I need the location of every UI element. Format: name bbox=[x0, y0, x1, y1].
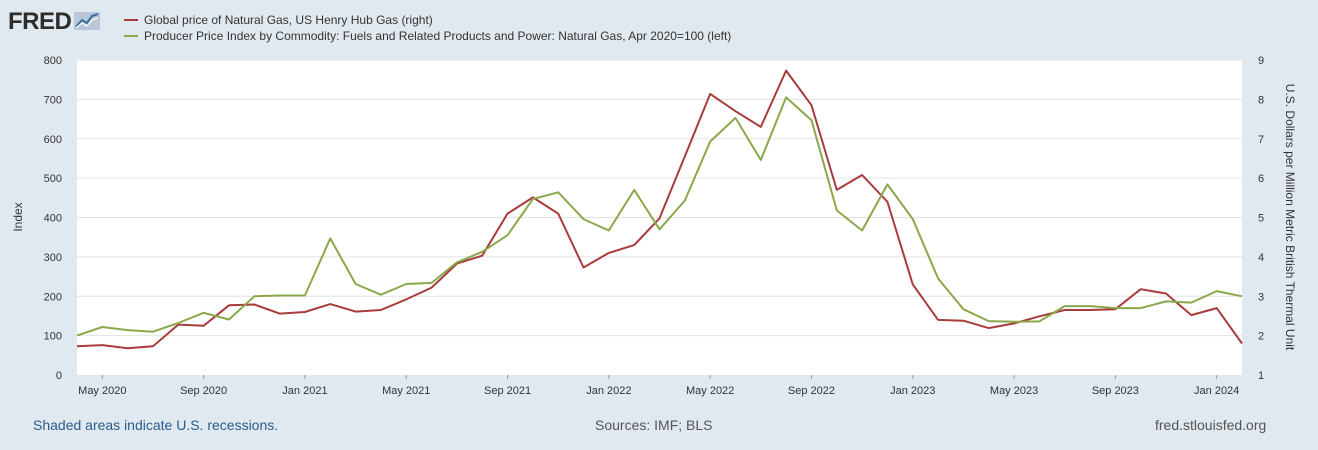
x-tick-label: Sep 2022 bbox=[788, 385, 835, 397]
x-tick-label: Sep 2021 bbox=[484, 385, 531, 397]
legend-item-henry-hub[interactable]: Global price of Natural Gas, US Henry Hu… bbox=[124, 12, 731, 28]
fred-logo[interactable]: FRED bbox=[8, 8, 101, 36]
y-left-tick-label: 0 bbox=[56, 370, 62, 382]
sources-text: Sources: IMF; BLS bbox=[595, 417, 713, 433]
y-right-tick-label: 5 bbox=[1258, 213, 1264, 225]
y-left-tick-label: 200 bbox=[44, 291, 62, 303]
x-tick-label: May 2022 bbox=[686, 385, 734, 397]
fred-chart-icon bbox=[74, 10, 101, 35]
recession-note-link[interactable]: Shaded areas indicate U.S. recessions. bbox=[33, 417, 279, 433]
x-tick-label: Jan 2024 bbox=[1194, 385, 1239, 397]
legend-label-henry-hub: Global price of Natural Gas, US Henry Hu… bbox=[144, 13, 433, 27]
series-line-ppi[interactable] bbox=[76, 96, 1243, 337]
y-axis-right: 1 2 3 4 5 6 7 8 9 bbox=[1258, 55, 1264, 382]
y-right-tick-label: 3 bbox=[1258, 291, 1264, 303]
site-url[interactable]: fred.stlouisfed.org bbox=[1155, 417, 1267, 433]
y-left-tick-label: 100 bbox=[44, 331, 62, 343]
x-tick-label: Sep 2020 bbox=[180, 385, 227, 397]
y-right-tick-label: 9 bbox=[1258, 55, 1264, 67]
legend-label-ppi: Producer Price Index by Commodity: Fuels… bbox=[144, 29, 732, 43]
x-tick-label: May 2020 bbox=[78, 385, 126, 397]
y-left-tick-label: 800 bbox=[44, 55, 62, 67]
series-line-henry-hub[interactable] bbox=[76, 69, 1243, 350]
x-axis: May 2020 Sep 2020 Jan 2021 May 2021 Sep 2021… bbox=[78, 375, 1239, 397]
y-right-tick-label: 6 bbox=[1258, 173, 1264, 185]
y-right-tick-label: 8 bbox=[1258, 94, 1264, 106]
legend-swatch-ppi bbox=[124, 35, 138, 37]
fred-logo-text: FRED bbox=[8, 8, 72, 35]
y-left-tick-label: 400 bbox=[44, 213, 62, 225]
y-left-tick-label: 600 bbox=[44, 134, 62, 146]
x-tick-label: Jan 2021 bbox=[282, 385, 327, 397]
chart-series bbox=[76, 69, 1243, 350]
x-tick-label: Sep 2023 bbox=[1092, 385, 1139, 397]
y-axis-right-label: U.S. Dollars per Million Metric British … bbox=[1283, 84, 1297, 351]
y-right-tick-label: 1 bbox=[1258, 370, 1264, 382]
legend-item-ppi[interactable]: Producer Price Index by Commodity: Fuels… bbox=[124, 28, 731, 44]
y-axis-left: 0 100 200 300 400 500 600 700 800 bbox=[44, 55, 62, 382]
y-right-tick-label: 2 bbox=[1258, 331, 1264, 343]
chart-legend: Global price of Natural Gas, US Henry Hu… bbox=[124, 12, 731, 44]
y-right-tick-label: 4 bbox=[1258, 252, 1264, 264]
x-tick-label: Jan 2022 bbox=[586, 385, 631, 397]
y-right-tick-label: 7 bbox=[1258, 134, 1264, 146]
y-left-tick-label: 500 bbox=[44, 173, 62, 185]
x-tick-label: May 2023 bbox=[990, 385, 1038, 397]
legend-swatch-henry-hub bbox=[124, 19, 138, 21]
y-left-tick-label: 700 bbox=[44, 94, 62, 106]
x-tick-label: Jan 2023 bbox=[890, 385, 935, 397]
y-left-tick-label: 300 bbox=[44, 252, 62, 264]
x-tick-label: May 2021 bbox=[382, 385, 430, 397]
y-axis-left-label: Index bbox=[11, 202, 25, 231]
